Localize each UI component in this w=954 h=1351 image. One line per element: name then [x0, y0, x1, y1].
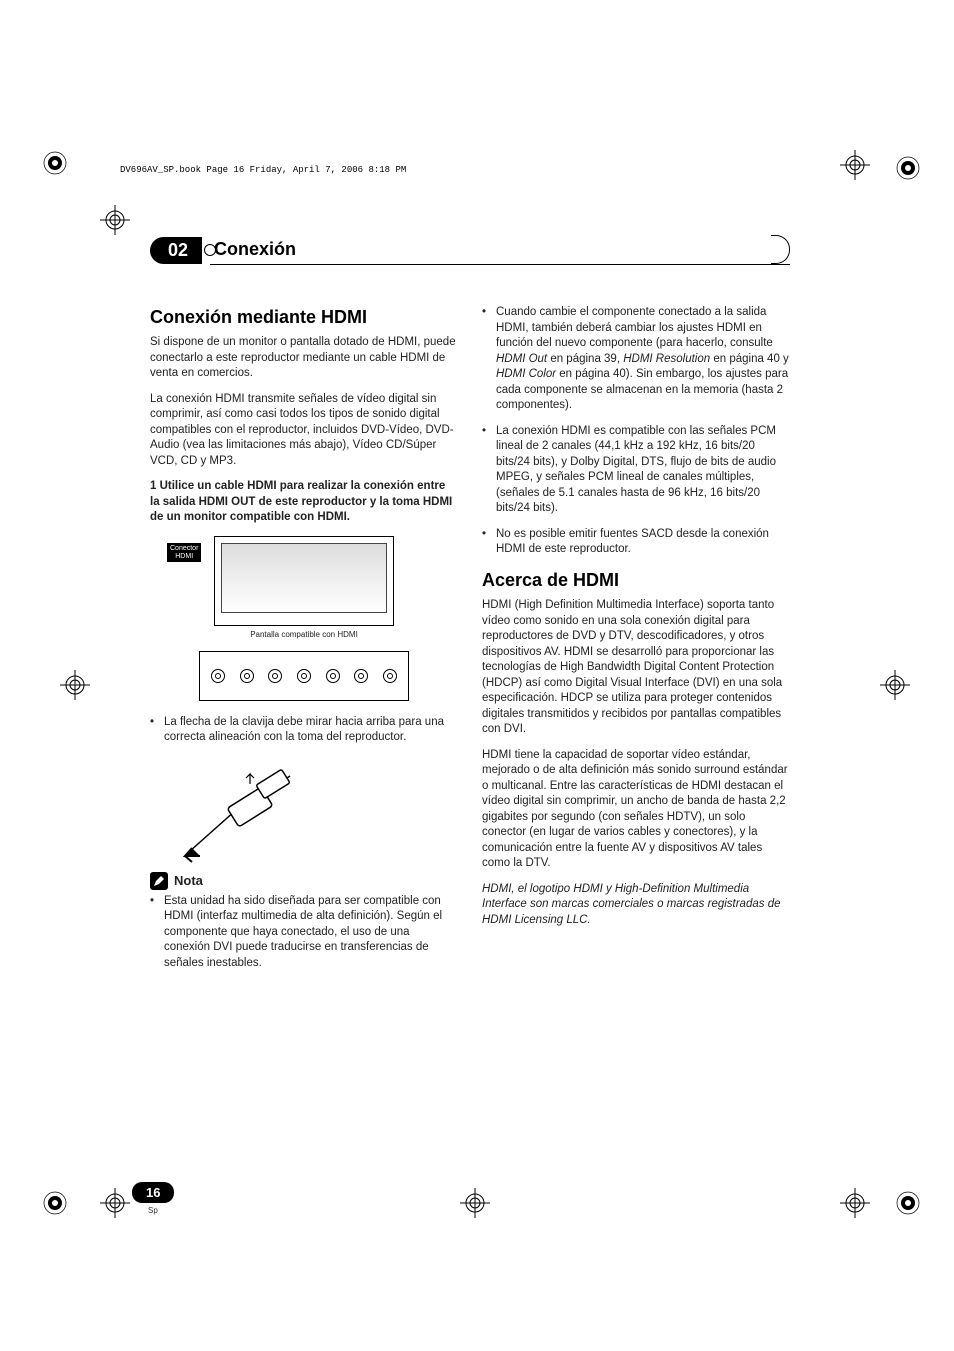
diagram-caption: Pantalla compatible con HDMI	[189, 630, 419, 641]
registration-dot-icon	[895, 155, 921, 186]
jack-icon	[354, 669, 368, 683]
label-line: HDMI	[175, 553, 193, 560]
text-run: en página 40 y	[710, 353, 789, 365]
registration-dot-icon	[42, 1190, 68, 1221]
italic-text: HDMI Out	[496, 353, 547, 365]
registration-dot-icon	[42, 150, 68, 181]
note-title: Nota	[174, 872, 203, 890]
chapter-number: 02	[150, 237, 202, 264]
chapter-bar: 02 Conexión	[150, 235, 790, 265]
chapter-title: Conexión	[210, 235, 790, 265]
registration-cross-icon	[460, 1188, 490, 1223]
text-run: en página 39,	[547, 353, 623, 365]
italic-text: HDMI Resolution	[623, 353, 710, 365]
hdmi-connector-label: Conector HDMI	[167, 543, 201, 562]
section-heading: Acerca de HDMI	[482, 568, 790, 592]
registration-cross-icon	[840, 1188, 870, 1223]
plug-diagram	[180, 756, 310, 866]
list-item: La flecha de la clavija debe mirar hacia…	[150, 715, 458, 746]
bullet-list: La flecha de la clavija debe mirar hacia…	[150, 715, 458, 746]
connection-diagram: Conector HDMI Pantalla compatible con HD…	[189, 536, 419, 701]
list-item: No es posible emitir fuentes SACD desde …	[482, 527, 790, 558]
trademark-notice: HDMI, el logotipo HDMI y High-Definition…	[482, 882, 790, 929]
body-text: HDMI tiene la capacidad de soportar víde…	[482, 748, 790, 872]
list-item: Cuando cambie el componente conectado a …	[482, 305, 790, 414]
body-text: La conexión HDMI transmite señales de ví…	[150, 392, 458, 470]
registration-cross-icon	[100, 205, 130, 240]
text-run: Cuando cambie el componente conectado a …	[496, 306, 773, 349]
crop-header-text: DV696AV_SP.book Page 16 Friday, April 7,…	[120, 165, 406, 175]
pencil-icon	[150, 872, 168, 890]
jack-icon	[268, 669, 282, 683]
list-item: La conexión HDMI es compatible con las s…	[482, 424, 790, 517]
note-heading: Nota	[150, 872, 458, 890]
jack-icon	[326, 669, 340, 683]
label-line: Conector	[170, 545, 198, 552]
monitor-screen	[221, 543, 387, 613]
numbered-step: 1 Utilice un cable HDMI para realizar la…	[150, 479, 458, 526]
italic-text: HDMI Color	[496, 368, 556, 380]
jack-icon	[240, 669, 254, 683]
left-column: Conexión mediante HDMI Si dispone de un …	[150, 305, 458, 981]
body-text: Si dispone de un monitor o pantalla dota…	[150, 335, 458, 382]
monitor-illustration: Conector HDMI	[214, 536, 394, 626]
list-item: Esta unidad ha sido diseñada para ser co…	[150, 894, 458, 972]
page-number: 16	[132, 1182, 174, 1203]
page-language: Sp	[148, 1206, 158, 1215]
rear-panel-illustration	[199, 651, 409, 701]
right-column: Cuando cambie el componente conectado a …	[482, 305, 790, 981]
registration-dot-icon	[895, 1190, 921, 1221]
bullet-list: Esta unidad ha sido diseñada para ser co…	[150, 894, 458, 972]
jack-icon	[211, 669, 225, 683]
section-heading: Conexión mediante HDMI	[150, 305, 458, 329]
registration-cross-icon	[880, 670, 910, 705]
bullet-list: Cuando cambie el componente conectado a …	[482, 305, 790, 558]
body-text: HDMI (High Definition Multimedia Interfa…	[482, 598, 790, 738]
page-content: 02 Conexión Conexión mediante HDMI Si di…	[150, 235, 790, 981]
registration-cross-icon	[840, 150, 870, 185]
registration-cross-icon	[60, 670, 90, 705]
jack-icon	[383, 669, 397, 683]
two-columns: Conexión mediante HDMI Si dispone de un …	[150, 305, 790, 981]
jack-icon	[297, 669, 311, 683]
registration-cross-icon	[100, 1188, 130, 1223]
